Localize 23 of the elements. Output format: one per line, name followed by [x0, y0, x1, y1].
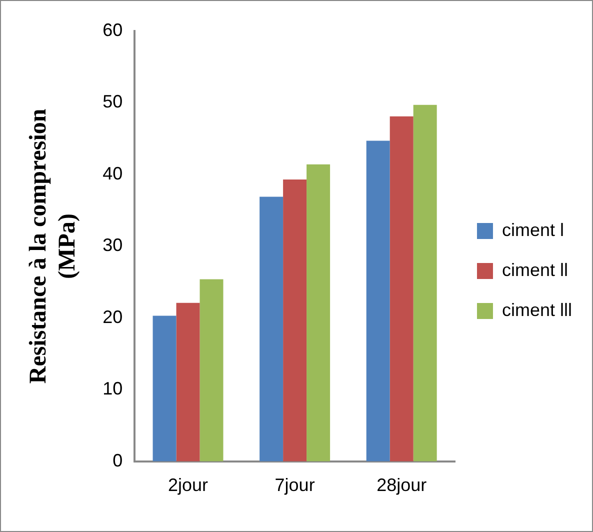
x-tick-label: 2jour: [168, 475, 208, 496]
bar: [390, 116, 414, 462]
bar: [152, 316, 176, 462]
y-tick-label: 10: [102, 378, 123, 399]
bar: [306, 164, 330, 462]
y-tick-label: 60: [102, 20, 123, 40]
legend-label: ciment l: [502, 220, 564, 240]
x-tick-label: 7jour: [274, 475, 315, 496]
bar: [413, 104, 437, 462]
bar: [283, 179, 307, 462]
legend-label: ciment ll: [502, 260, 568, 280]
legend-label: ciment lll: [502, 300, 572, 320]
bar: [366, 140, 390, 462]
y-tick-label: 30: [102, 235, 123, 256]
bar: [200, 279, 224, 462]
y-axis-title: Resistance à la compresion (MPa): [26, 108, 80, 384]
y-tick-label: 50: [102, 92, 123, 112]
x-tick-label: 28jour: [376, 475, 427, 496]
bar: [260, 196, 284, 462]
y-tick-label: 20: [102, 306, 123, 327]
y-tick-label: 0: [112, 450, 123, 470]
bar: [176, 302, 200, 462]
y-tick-label: 40: [102, 163, 123, 184]
